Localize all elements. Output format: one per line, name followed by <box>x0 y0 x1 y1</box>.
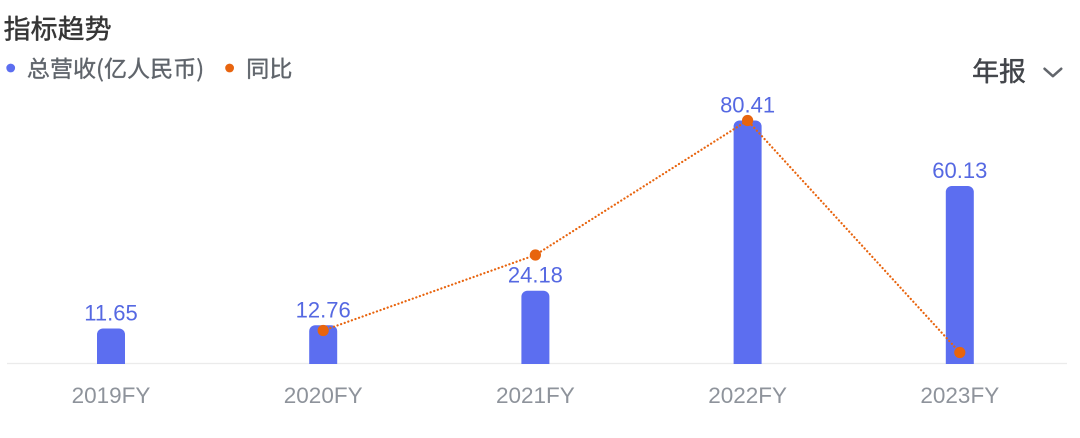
svg-text:80.41: 80.41 <box>720 93 775 118</box>
svg-text:2019FY: 2019FY <box>72 383 151 408</box>
svg-text:11.65: 11.65 <box>84 301 137 326</box>
svg-text:2023FY: 2023FY <box>920 383 999 408</box>
svg-text:24.18: 24.18 <box>508 263 563 288</box>
svg-text:2022FY: 2022FY <box>708 383 787 408</box>
svg-text:60.13: 60.13 <box>932 158 987 183</box>
svg-text:2021FY: 2021FY <box>496 383 575 408</box>
svg-text:2020FY: 2020FY <box>284 383 363 408</box>
svg-text:12.76: 12.76 <box>296 297 351 322</box>
